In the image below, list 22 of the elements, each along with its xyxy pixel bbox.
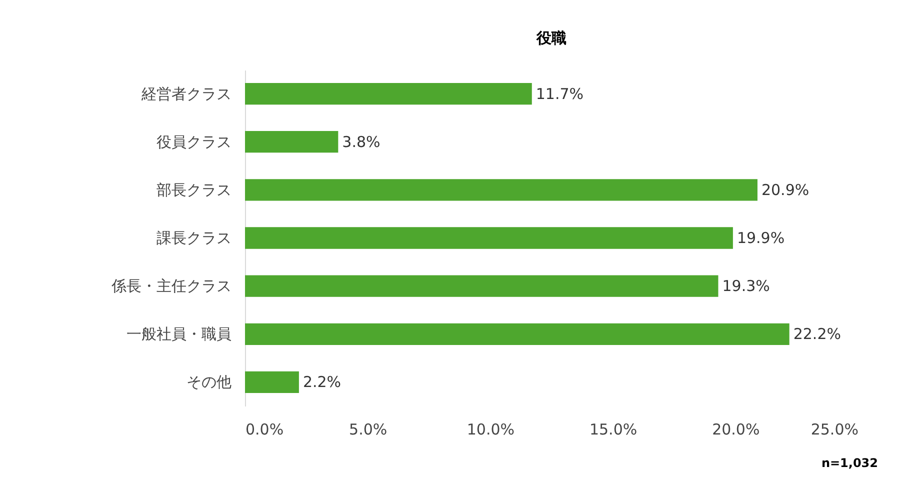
- x-tick-label: 10.0%: [466, 420, 515, 438]
- data-label: 22.2%: [793, 325, 841, 344]
- text: n=1,032: [821, 456, 878, 470]
- data-label: 2.2%: [302, 373, 342, 392]
- y-tick-label: 一般社員・職員: [126, 325, 232, 344]
- data-label: 20.9%: [761, 180, 810, 199]
- y-tick-label: 役員クラス: [156, 132, 232, 151]
- y-tick-label: 係長・主任クラス: [110, 277, 232, 296]
- y-tick-label: 部長クラス: [156, 180, 232, 199]
- y-tick-label: 経営者クラス: [140, 84, 232, 103]
- x-tick-label: 0.0%: [246, 420, 284, 438]
- x-tick-label: 5.0%: [349, 420, 388, 438]
- chart-title: 役職: [536, 29, 566, 47]
- x-tick-label: 25.0%: [810, 420, 858, 438]
- y-tick-label: その他: [186, 373, 232, 392]
- data-label: 3.8%: [342, 132, 380, 151]
- data-label: 11.7%: [536, 84, 584, 103]
- data-label: 19.9%: [736, 229, 785, 247]
- y-tick-label: 課長クラス: [156, 229, 232, 247]
- x-tick-label: 15.0%: [589, 420, 638, 438]
- x-tick-label: 20.0%: [712, 420, 760, 438]
- data-label: 19.3%: [722, 277, 770, 296]
